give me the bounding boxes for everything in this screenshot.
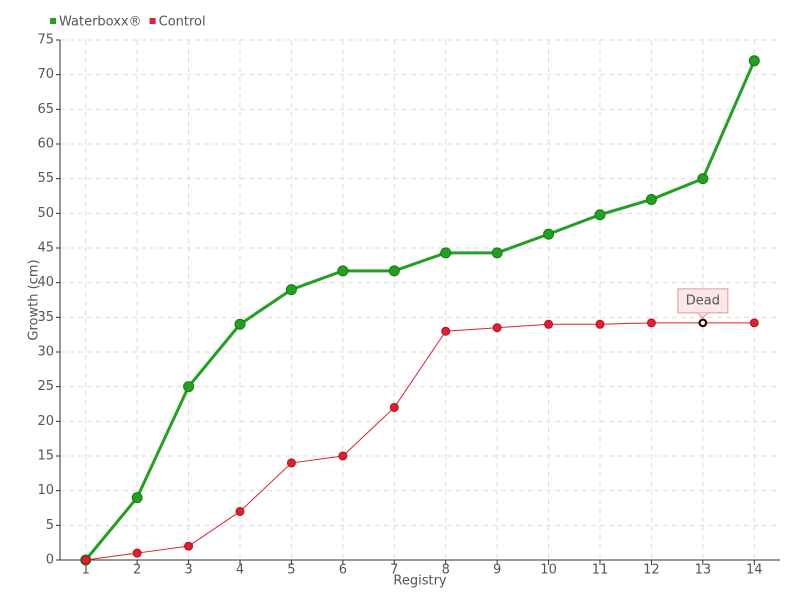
data-point xyxy=(749,318,759,328)
data-point xyxy=(183,381,195,393)
legend-swatch xyxy=(50,18,56,24)
y-tick-label: 75 xyxy=(37,33,54,48)
annotation-box xyxy=(677,288,729,314)
x-tick-label: 13 xyxy=(695,563,712,578)
y-tick-label: 15 xyxy=(37,449,54,464)
data-point xyxy=(492,323,502,333)
legend-swatch xyxy=(149,18,156,24)
data-point xyxy=(491,247,503,259)
data-point xyxy=(132,548,142,558)
data-point xyxy=(81,555,91,565)
x-tick-label: 4 xyxy=(236,563,244,578)
data-point xyxy=(389,402,399,412)
y-tick-label: 65 xyxy=(37,102,54,117)
data-point xyxy=(131,492,143,504)
x-tick-label: 3 xyxy=(184,563,192,578)
y-axis-label: Growth (cm) xyxy=(27,259,42,340)
y-tick-label: 35 xyxy=(37,310,54,325)
data-point xyxy=(388,265,400,277)
x-tick-label: 14 xyxy=(746,563,763,578)
data-point xyxy=(697,173,709,185)
data-point xyxy=(234,318,246,330)
y-tick-label: 55 xyxy=(37,171,54,186)
data-point xyxy=(285,284,297,296)
annotation-pointer xyxy=(697,312,709,319)
x-tick-label: 11 xyxy=(592,563,609,578)
annotation-text: Dead xyxy=(686,293,720,308)
x-tick-label: 6 xyxy=(339,563,347,578)
series-line xyxy=(85,322,755,561)
data-point xyxy=(235,506,245,516)
x-tick-label: 7 xyxy=(390,563,398,578)
y-tick-label: 30 xyxy=(37,345,54,360)
legend-label: Waterboxx® xyxy=(59,15,142,30)
data-point xyxy=(748,55,760,67)
legend-label: Control xyxy=(159,15,206,30)
data-point xyxy=(646,318,656,328)
data-point xyxy=(441,326,451,336)
y-tick-label: 70 xyxy=(37,67,54,82)
data-point xyxy=(184,541,194,551)
x-axis-label: Registry xyxy=(393,574,447,589)
data-point xyxy=(338,451,348,461)
data-point xyxy=(286,458,296,468)
data-point xyxy=(543,228,555,240)
y-tick-label: 0 xyxy=(46,553,54,568)
y-tick-label: 5 xyxy=(46,518,54,533)
y-tick-label: 40 xyxy=(37,275,54,290)
data-point xyxy=(440,247,452,259)
data-point xyxy=(595,319,605,329)
y-tick-label: 20 xyxy=(37,414,54,429)
data-point xyxy=(337,265,349,277)
data-point xyxy=(544,319,554,329)
x-tick-label: 2 xyxy=(133,563,141,578)
y-tick-label: 25 xyxy=(37,379,54,394)
series-line xyxy=(84,60,756,561)
x-tick-label: 10 xyxy=(540,563,557,578)
y-tick-label: 50 xyxy=(37,206,54,221)
x-tick-label: 9 xyxy=(493,563,501,578)
x-tick-label: 12 xyxy=(643,563,660,578)
y-tick-label: 60 xyxy=(37,137,54,152)
x-tick-label: 8 xyxy=(442,563,450,578)
y-tick-label: 10 xyxy=(37,483,54,498)
data-point xyxy=(645,193,657,205)
x-tick-label: 5 xyxy=(287,563,295,578)
x-tick-label: 1 xyxy=(82,563,90,578)
data-point xyxy=(594,209,606,221)
y-tick-label: 45 xyxy=(37,241,54,256)
annotation-marker xyxy=(699,319,707,327)
